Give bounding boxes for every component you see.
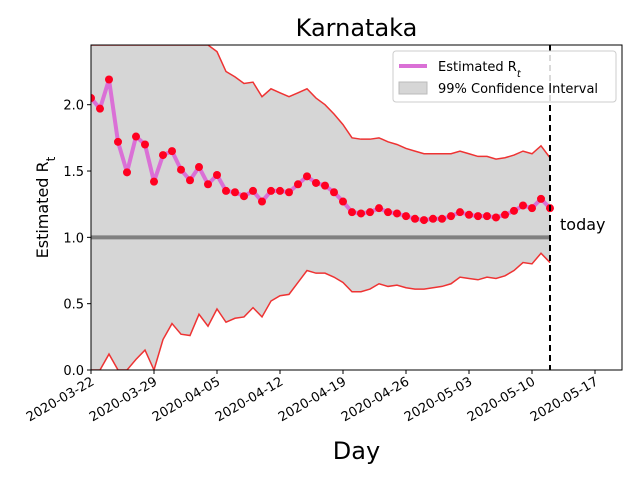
x-axis-label: Day [333,437,380,465]
rt-point [528,204,536,213]
rt-point [303,172,311,181]
today-label: today [560,215,606,234]
x-tick-label: 2020-04-12 [213,374,286,425]
x-tick-label: 2020-03-29 [87,374,160,425]
rt-point [267,186,275,195]
rt-point [357,209,365,218]
rt-point [195,163,203,172]
rt-point [465,210,473,219]
rt-point [321,181,329,190]
legend-swatch-patch [398,81,428,95]
x-tick-label: 2020-03-22 [24,374,97,425]
rt-point [159,151,167,160]
rt-point [312,178,320,187]
rt-point [123,168,131,177]
rt-point [105,75,113,84]
confidence-interval-layer [91,45,551,370]
rt-point [91,94,95,103]
x-tick-label: 2020-05-10 [465,374,538,425]
rt-point [366,208,374,217]
y-tick-label: 1.5 [63,165,84,180]
y-tick-label: 1.0 [63,231,84,246]
plot-frame [90,44,623,371]
rt-point [501,210,509,219]
rt-point [411,214,419,223]
series-layer [91,75,554,225]
rt-series-line [91,77,552,223]
rt-point [483,212,491,221]
x-tick-label: 2020-04-19 [276,374,349,425]
rt-point [132,132,140,141]
rt-point [384,208,392,217]
rt-point [114,137,122,146]
rt-point [456,208,464,217]
rt-point [537,194,545,203]
legend-label: 99% Confidence Interval [438,82,598,97]
rt-point [492,213,500,222]
x-tick-label: 2020-05-17 [528,374,601,425]
rt-point [393,209,401,218]
rt-point [213,171,221,179]
chart-title: Karnataka [296,14,418,42]
ci-upper-line [91,45,551,160]
ci-band [91,45,550,370]
rt-point [222,186,230,195]
y-tick-label: 2.0 [63,99,84,114]
x-tick-label: 2020-05-03 [402,374,475,425]
y-tick-label: 0.0 [63,364,84,379]
y-axis-label: Estimated Rt [33,156,58,258]
text-layer: Karnataka Day Estimated Rt today [33,14,606,465]
rt-point [510,206,518,215]
rt-point [519,201,527,210]
rt-point [429,214,437,223]
rt-point [285,188,293,197]
rt-point [339,197,347,206]
rt-point [348,208,356,217]
x-tick-label: 2020-04-05 [150,374,223,425]
rt-point [420,216,428,225]
rt-point [402,212,410,221]
rt-point [204,180,212,189]
rt-point [177,165,185,174]
rt-point [438,214,446,223]
ci-lower-line [91,252,551,370]
rt-point [186,176,194,185]
legend-label: Estimated Rt [438,60,522,80]
legend-box [392,50,617,103]
rt-point [330,188,338,197]
rt-point [141,140,149,149]
rt-point [294,180,302,189]
rt-point [240,192,248,201]
rt-point [276,186,284,195]
y-tick-label: 0.5 [63,298,84,313]
rt-point [258,197,266,206]
rt-point [474,212,482,221]
rt-point [231,188,239,197]
rt-point [168,147,176,156]
rt-point [96,104,104,113]
rt-point [375,204,383,213]
rt-point [447,212,455,221]
legend: Estimated Rt 99% Confidence Interval [392,50,617,103]
rt-point [249,186,257,195]
rt-point [150,177,158,186]
x-tick-label: 2020-04-26 [339,374,412,425]
